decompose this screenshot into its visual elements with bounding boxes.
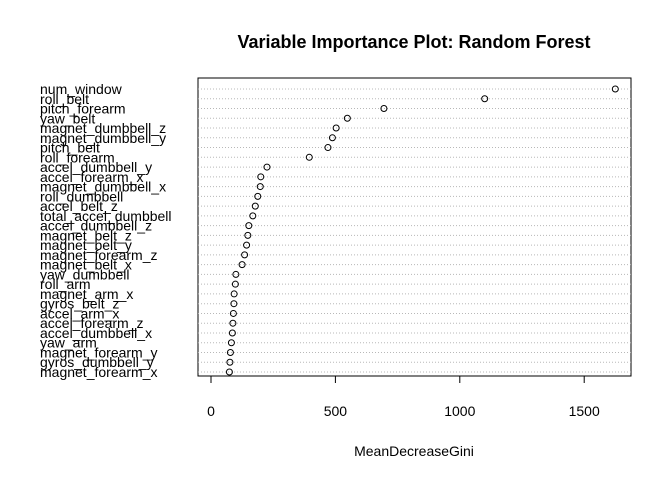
variable-label: gyros_dumbbell_y xyxy=(40,354,154,370)
data-points xyxy=(225,85,619,376)
variable-label: yaw_belt xyxy=(40,110,95,126)
variable-label: roll_belt xyxy=(40,91,89,107)
data-point xyxy=(256,183,264,191)
variable-label: magnet_dumbbell_x xyxy=(40,179,166,195)
data-point xyxy=(227,339,235,347)
variable-label: magnet_belt_y xyxy=(40,237,132,253)
data-point xyxy=(245,222,253,230)
x-axis: 0 500 1000 1500 xyxy=(207,375,600,419)
data-point xyxy=(229,319,237,327)
chart-title: Variable Importance Plot: Random Forest xyxy=(237,32,590,52)
variable-label: magnet_arm_x xyxy=(40,286,133,302)
variable-label: magnet_forearm_z xyxy=(40,247,158,263)
data-point xyxy=(263,163,271,171)
variable-label: accel_arm_x xyxy=(40,305,119,321)
variable-label: total_accel_dumbbell xyxy=(40,208,172,224)
variable-label: yaw_arm xyxy=(40,335,97,351)
data-point xyxy=(228,329,236,337)
data-point xyxy=(611,85,619,93)
x-tick-label: 1000 xyxy=(444,403,475,419)
variable-label: accel_forearm_x xyxy=(40,169,144,185)
data-point xyxy=(230,300,238,308)
variable-label: magnet_belt_z xyxy=(40,227,132,243)
variable-label: pitch_forearm xyxy=(40,101,126,117)
variable-label: pitch_belt xyxy=(40,140,100,156)
x-tick-label: 1500 xyxy=(569,403,600,419)
variable-label: accel_dumbbell_z xyxy=(40,218,152,234)
data-point xyxy=(324,144,332,152)
data-point xyxy=(226,348,234,356)
data-point xyxy=(257,173,265,181)
variable-label: accel_dumbbell_y xyxy=(40,159,152,175)
data-point xyxy=(244,231,252,239)
grid-lines xyxy=(198,88,631,373)
variable-label: magnet_dumbbell_z xyxy=(40,120,166,136)
variable-labels: num_windowroll_beltpitch_forearmyaw_belt… xyxy=(40,81,172,380)
x-axis-label: MeanDecreaseGini xyxy=(354,443,474,459)
data-point xyxy=(380,105,388,113)
variable-label: accel_belt_z xyxy=(40,198,118,214)
data-point xyxy=(328,134,336,142)
data-point xyxy=(229,309,237,317)
variable-label: accel_forearm_z xyxy=(40,315,144,331)
data-point xyxy=(226,358,234,366)
variable-label: num_window xyxy=(40,81,123,97)
variable-label: roll_forearm xyxy=(40,149,115,165)
data-point xyxy=(238,261,246,269)
variable-label: accel_dumbbell_x xyxy=(40,325,152,341)
data-point xyxy=(225,368,233,376)
data-point xyxy=(305,153,313,161)
data-point xyxy=(481,95,489,103)
variable-label: gyros_belt_z xyxy=(40,296,119,312)
variable-label: magnet_forearm_x xyxy=(40,364,158,380)
plot-frame xyxy=(197,77,632,377)
variable-label: magnet_dumbbell_y xyxy=(40,130,166,146)
data-point xyxy=(332,124,340,132)
data-point xyxy=(249,212,257,220)
x-tick-label: 0 xyxy=(207,403,215,419)
data-point xyxy=(241,251,249,259)
variable-label: yaw_dumbbell xyxy=(40,266,130,282)
data-point xyxy=(251,202,259,210)
x-tick-label: 500 xyxy=(324,403,348,419)
data-point xyxy=(230,290,238,298)
data-point xyxy=(243,241,251,249)
data-point xyxy=(232,270,240,278)
variable-label: roll_dumbbell xyxy=(40,188,123,204)
data-point xyxy=(254,192,262,200)
variable-label: roll_arm xyxy=(40,276,91,292)
data-point xyxy=(343,114,351,122)
variable-label: magnet_belt_x xyxy=(40,257,132,273)
variable-label: magnet_forearm_y xyxy=(40,344,158,360)
data-point xyxy=(231,280,239,288)
